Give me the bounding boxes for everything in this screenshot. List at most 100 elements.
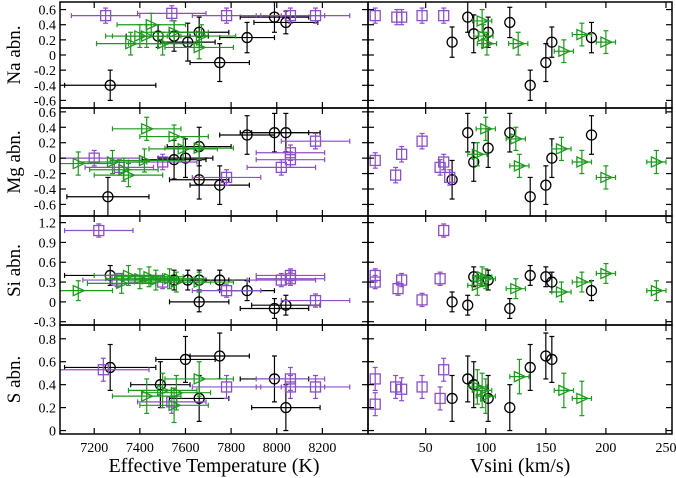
marker-square bbox=[389, 169, 402, 181]
marker-triangle-right bbox=[576, 28, 590, 41]
marker-triangle-right bbox=[600, 36, 614, 49]
data-point-si-vsini-s2-7 bbox=[646, 280, 667, 302]
data-point-si-vsini-s0-5 bbox=[524, 264, 536, 286]
marker-square bbox=[284, 154, 297, 166]
data-point-na-vsini-s0-5 bbox=[524, 69, 536, 102]
data-point-na-teff-s0-1 bbox=[159, 22, 216, 62]
marker-triangle-right bbox=[477, 30, 491, 43]
data-point-si-teff-s0-6 bbox=[239, 297, 310, 319]
xtick-label-vsini-4: 250 bbox=[655, 441, 676, 456]
ylabel-s: S abn. bbox=[4, 356, 25, 404]
data-point-s-teff-s1-0 bbox=[60, 357, 150, 382]
data-point-mg-vsini-s2-2 bbox=[505, 126, 527, 152]
data-point-s-teff-s1-5 bbox=[280, 374, 351, 400]
marker-triangle-right bbox=[558, 384, 572, 397]
data-point-mg-vsini-s2-0 bbox=[467, 142, 488, 167]
marker-triangle-right bbox=[145, 18, 159, 31]
marker-square bbox=[99, 9, 112, 22]
data-point-si-vsini-s1-3 bbox=[395, 272, 408, 288]
ytick-label-si-3: 0.3 bbox=[39, 276, 57, 291]
data-point-na-vsini-s0-1 bbox=[462, 2, 474, 33]
data-point-s-vsini-s1-2 bbox=[389, 374, 402, 400]
data-point-na-vsini-s0-0 bbox=[446, 26, 458, 58]
marker-circle bbox=[546, 152, 558, 164]
marker-square bbox=[416, 9, 428, 22]
marker-circle bbox=[268, 302, 281, 315]
data-point-mg-teff-s1-4 bbox=[246, 159, 317, 176]
data-point-si-teff-s1-6 bbox=[255, 271, 326, 286]
marker-square bbox=[389, 381, 402, 393]
marker-triangle-right bbox=[125, 37, 139, 50]
marker-circle bbox=[524, 79, 536, 91]
data-point-na-teff-s1-4 bbox=[280, 7, 351, 24]
data-point-si-vsini-s2-2 bbox=[475, 268, 496, 290]
marker-circle bbox=[462, 11, 474, 23]
data-point-si-vsini-s2-6 bbox=[595, 262, 617, 284]
data-point-si-teff-s1-3 bbox=[191, 283, 262, 298]
data-point-na-teff-s0-3 bbox=[189, 43, 250, 83]
marker-square bbox=[309, 135, 322, 147]
data-point-s-vsini-s1-1 bbox=[369, 392, 381, 417]
xtick-label-teff-3: 7800 bbox=[217, 441, 245, 456]
ytick-label-na-5: -0.4 bbox=[34, 79, 56, 94]
data-point-mg-vsini-s0-8 bbox=[585, 115, 598, 155]
marker-square bbox=[395, 274, 408, 286]
marker-circle bbox=[504, 127, 516, 139]
marker-triangle-right bbox=[122, 269, 137, 282]
marker-triangle-right bbox=[480, 122, 494, 135]
xlabel-teff: Effective Temperature (K) bbox=[108, 455, 319, 477]
data-point-s-teff-s0-0 bbox=[63, 343, 157, 391]
marker-square bbox=[220, 381, 233, 393]
ytick-label-si-0: 1.2 bbox=[39, 217, 57, 232]
xtick-label-teff-4: 8000 bbox=[263, 441, 291, 456]
marker-square bbox=[392, 283, 404, 295]
marker-triangle-right bbox=[576, 276, 590, 289]
marker-triangle-right bbox=[138, 154, 152, 167]
ytick-label-mg-3: 0 bbox=[49, 152, 56, 167]
ytick-label-na-1: 0.4 bbox=[39, 19, 57, 34]
data-point-s-vsini-s1-4 bbox=[416, 374, 428, 400]
data-point-s-vsini-s0-6 bbox=[540, 332, 552, 380]
data-point-mg-vsini-s1-6 bbox=[444, 169, 456, 186]
marker-circle bbox=[482, 274, 494, 286]
marker-square bbox=[309, 294, 322, 307]
data-point-si-teff-s0-3 bbox=[168, 291, 230, 313]
marker-triangle-right bbox=[476, 384, 490, 397]
marker-triangle-right bbox=[600, 267, 614, 280]
panel-s-vsini bbox=[369, 332, 593, 432]
data-point-na-teff-s0-0 bbox=[63, 69, 157, 102]
marker-triangle-right bbox=[471, 279, 485, 292]
data-point-si-vsini-s1-5 bbox=[434, 271, 446, 286]
marker-square bbox=[416, 381, 428, 393]
data-point-mg-vsini-s0-1 bbox=[462, 112, 474, 153]
marker-triangle-right bbox=[576, 155, 590, 169]
data-point-si-teff-s1-0 bbox=[63, 223, 134, 238]
data-point-na-vsini-s0-7 bbox=[546, 26, 558, 58]
marker-square bbox=[444, 171, 456, 184]
data-point-mg-vsini-s0-2 bbox=[468, 142, 480, 182]
marker-square bbox=[275, 161, 287, 174]
data-point-na-vsini-s2-4 bbox=[553, 39, 575, 64]
data-point-si-vsini-s2-5 bbox=[571, 271, 593, 293]
marker-square bbox=[395, 383, 408, 395]
data-point-s-teff-s2-0 bbox=[111, 378, 182, 414]
panel-frame-mg-vsini bbox=[367, 107, 673, 217]
marker-triangle-right bbox=[471, 148, 485, 161]
data-point-na-teff-s0-5 bbox=[239, 2, 310, 33]
data-point-mg-teff-s0-6 bbox=[251, 112, 321, 153]
marker-square bbox=[369, 154, 381, 167]
ytick-label-na-4: -0.2 bbox=[34, 64, 56, 79]
data-point-mg-vsini-s2-7 bbox=[646, 149, 667, 175]
marker-triangle-right bbox=[650, 155, 664, 169]
marker-triangle-right bbox=[163, 272, 178, 285]
data-point-mg-vsini-s0-5 bbox=[524, 176, 536, 216]
data-point-mg-vsini-s1-3 bbox=[416, 132, 428, 150]
ytick-label-mg-5: -0.4 bbox=[34, 183, 56, 198]
marker-triangle-right bbox=[72, 284, 86, 297]
panel-si-vsini bbox=[369, 223, 667, 319]
marker-circle bbox=[524, 191, 536, 203]
data-point-s-vsini-s2-5 bbox=[571, 380, 593, 417]
data-point-s-vsini-s2-3 bbox=[509, 358, 530, 395]
marker-circle bbox=[585, 129, 598, 141]
ytick-label-s-0: 0.8 bbox=[39, 333, 57, 348]
